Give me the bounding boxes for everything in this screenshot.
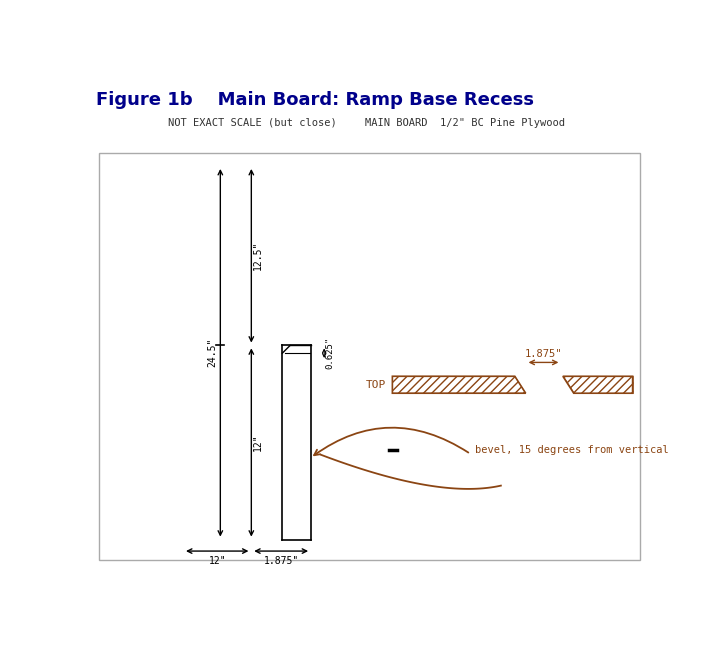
Text: 24.5": 24.5" [207, 338, 217, 368]
Text: Figure 1b    Main Board: Ramp Base Recess: Figure 1b Main Board: Ramp Base Recess [97, 91, 534, 109]
Text: TOP: TOP [366, 380, 386, 390]
Text: bevel, 15 degrees from vertical: bevel, 15 degrees from vertical [474, 445, 668, 455]
Text: 0.625": 0.625" [326, 337, 335, 370]
Text: 12": 12" [253, 433, 263, 452]
Text: MAIN BOARD  1/2" BC Pine Plywood: MAIN BOARD 1/2" BC Pine Plywood [366, 118, 565, 127]
Text: 1.875": 1.875" [525, 349, 562, 359]
Text: 12": 12" [208, 556, 226, 566]
Text: NOT EXACT SCALE (but close): NOT EXACT SCALE (but close) [167, 118, 337, 127]
Bar [99, 153, 640, 559]
Text: 12.5": 12.5" [253, 241, 263, 271]
Text: 1.875": 1.875" [264, 556, 298, 566]
